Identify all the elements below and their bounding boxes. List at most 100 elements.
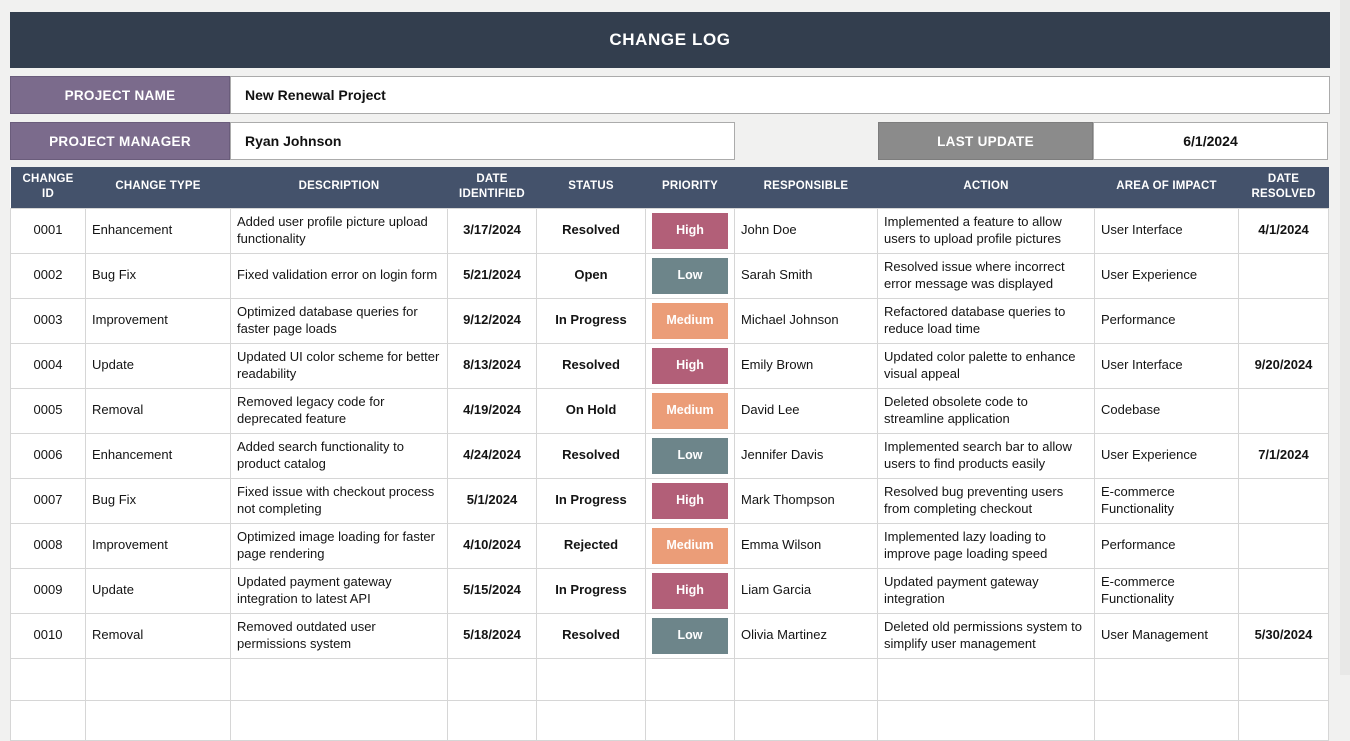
cell-date-resolved[interactable]: 4/1/2024 <box>1238 207 1329 254</box>
cell-date-identified[interactable]: 3/17/2024 <box>447 207 537 254</box>
cell-date-resolved[interactable]: 7/1/2024 <box>1238 432 1329 479</box>
cell-action[interactable] <box>877 657 1095 701</box>
cell-status[interactable] <box>536 699 646 741</box>
cell-date-resolved[interactable] <box>1238 522 1329 569</box>
cell-description[interactable]: Updated UI color scheme for better reada… <box>230 342 448 389</box>
cell-status[interactable]: Rejected <box>536 522 646 569</box>
cell-change-type[interactable]: Improvement <box>85 297 231 344</box>
cell-description[interactable]: Added user profile picture upload functi… <box>230 207 448 254</box>
cell-priority[interactable]: Low <box>645 252 735 299</box>
cell-responsible[interactable]: Sarah Smith <box>734 252 878 299</box>
cell-responsible[interactable] <box>734 657 878 701</box>
cell-date-identified[interactable] <box>447 699 537 741</box>
cell-responsible[interactable]: Mark Thompson <box>734 477 878 524</box>
cell-priority[interactable]: Medium <box>645 522 735 569</box>
cell-change-type[interactable]: Bug Fix <box>85 252 231 299</box>
cell-change-id[interactable]: 0006 <box>10 432 86 479</box>
cell-date-identified[interactable]: 4/24/2024 <box>447 432 537 479</box>
cell-action[interactable]: Updated color palette to enhance visual … <box>877 342 1095 389</box>
cell-change-type[interactable]: Removal <box>85 612 231 659</box>
cell-change-id[interactable]: 0003 <box>10 297 86 344</box>
cell-change-type[interactable]: Bug Fix <box>85 477 231 524</box>
cell-change-type[interactable] <box>85 699 231 741</box>
cell-responsible[interactable]: Liam Garcia <box>734 567 878 614</box>
cell-description[interactable]: Updated payment gateway integration to l… <box>230 567 448 614</box>
cell-area-of-impact[interactable]: Performance <box>1094 297 1239 344</box>
cell-change-id[interactable]: 0002 <box>10 252 86 299</box>
cell-change-type[interactable]: Update <box>85 342 231 389</box>
cell-date-resolved[interactable] <box>1238 387 1329 434</box>
cell-description[interactable] <box>230 699 448 741</box>
cell-description[interactable]: Removed outdated user permissions system <box>230 612 448 659</box>
cell-change-type[interactable] <box>85 657 231 701</box>
cell-area-of-impact[interactable]: User Interface <box>1094 342 1239 389</box>
cell-description[interactable] <box>230 657 448 701</box>
last-update-field[interactable]: 6/1/2024 <box>1093 122 1328 160</box>
cell-date-identified[interactable]: 5/15/2024 <box>447 567 537 614</box>
cell-priority[interactable]: High <box>645 477 735 524</box>
cell-change-type[interactable]: Enhancement <box>85 432 231 479</box>
cell-responsible[interactable]: Olivia Martinez <box>734 612 878 659</box>
cell-status[interactable]: Resolved <box>536 207 646 254</box>
cell-priority[interactable]: Low <box>645 612 735 659</box>
cell-date-resolved[interactable] <box>1238 699 1329 741</box>
cell-change-id[interactable]: 0004 <box>10 342 86 389</box>
cell-action[interactable]: Implemented search bar to allow users to… <box>877 432 1095 479</box>
cell-area-of-impact[interactable]: User Experience <box>1094 432 1239 479</box>
cell-date-identified[interactable]: 5/1/2024 <box>447 477 537 524</box>
cell-area-of-impact[interactable]: E-commerce Functionality <box>1094 567 1239 614</box>
cell-status[interactable]: In Progress <box>536 477 646 524</box>
cell-action[interactable]: Deleted old permissions system to simpli… <box>877 612 1095 659</box>
cell-priority[interactable] <box>645 699 735 741</box>
cell-area-of-impact[interactable]: User Interface <box>1094 207 1239 254</box>
cell-action[interactable]: Updated payment gateway integration <box>877 567 1095 614</box>
cell-date-identified[interactable]: 5/18/2024 <box>447 612 537 659</box>
cell-area-of-impact[interactable] <box>1094 657 1239 701</box>
cell-change-id[interactable] <box>10 657 86 701</box>
cell-status[interactable]: Resolved <box>536 342 646 389</box>
cell-date-resolved[interactable] <box>1238 567 1329 614</box>
cell-priority[interactable]: Low <box>645 432 735 479</box>
cell-description[interactable]: Optimized database queries for faster pa… <box>230 297 448 344</box>
cell-action[interactable]: Resolved bug preventing users from compl… <box>877 477 1095 524</box>
cell-area-of-impact[interactable]: E-commerce Functionality <box>1094 477 1239 524</box>
cell-change-id[interactable]: 0005 <box>10 387 86 434</box>
cell-date-resolved[interactable] <box>1238 477 1329 524</box>
cell-action[interactable]: Refactored database queries to reduce lo… <box>877 297 1095 344</box>
cell-action[interactable]: Implemented a feature to allow users to … <box>877 207 1095 254</box>
cell-date-resolved[interactable] <box>1238 252 1329 299</box>
cell-change-type[interactable]: Enhancement <box>85 207 231 254</box>
cell-change-id[interactable]: 0007 <box>10 477 86 524</box>
cell-change-id[interactable]: 0001 <box>10 207 86 254</box>
cell-change-type[interactable]: Removal <box>85 387 231 434</box>
cell-responsible[interactable]: Emily Brown <box>734 342 878 389</box>
cell-responsible[interactable]: Michael Johnson <box>734 297 878 344</box>
cell-status[interactable]: Resolved <box>536 612 646 659</box>
cell-status[interactable]: Open <box>536 252 646 299</box>
cell-description[interactable]: Added search functionality to product ca… <box>230 432 448 479</box>
project-manager-field[interactable]: Ryan Johnson <box>230 122 735 160</box>
cell-priority[interactable]: High <box>645 207 735 254</box>
cell-change-type[interactable]: Update <box>85 567 231 614</box>
cell-date-resolved[interactable]: 5/30/2024 <box>1238 612 1329 659</box>
cell-status[interactable]: In Progress <box>536 567 646 614</box>
cell-date-identified[interactable]: 5/21/2024 <box>447 252 537 299</box>
cell-date-identified[interactable]: 4/10/2024 <box>447 522 537 569</box>
cell-responsible[interactable]: Jennifer Davis <box>734 432 878 479</box>
cell-responsible[interactable] <box>734 699 878 741</box>
cell-priority[interactable] <box>645 657 735 701</box>
cell-date-identified[interactable]: 9/12/2024 <box>447 297 537 344</box>
cell-status[interactable] <box>536 657 646 701</box>
cell-change-type[interactable]: Improvement <box>85 522 231 569</box>
cell-action[interactable]: Implemented lazy loading to improve page… <box>877 522 1095 569</box>
cell-description[interactable]: Fixed issue with checkout process not co… <box>230 477 448 524</box>
cell-responsible[interactable]: David Lee <box>734 387 878 434</box>
cell-status[interactable]: In Progress <box>536 297 646 344</box>
cell-area-of-impact[interactable]: User Experience <box>1094 252 1239 299</box>
cell-date-identified[interactable] <box>447 657 537 701</box>
cell-priority[interactable]: Medium <box>645 297 735 344</box>
cell-change-id[interactable]: 0009 <box>10 567 86 614</box>
cell-status[interactable]: On Hold <box>536 387 646 434</box>
cell-change-id[interactable]: 0010 <box>10 612 86 659</box>
cell-responsible[interactable]: John Doe <box>734 207 878 254</box>
